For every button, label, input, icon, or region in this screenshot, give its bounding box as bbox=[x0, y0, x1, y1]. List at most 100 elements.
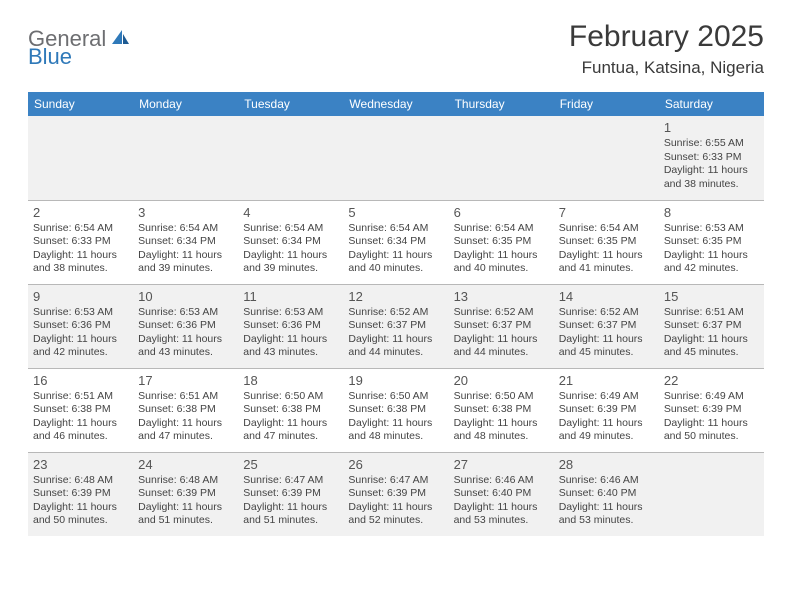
location-subtitle: Funtua, Katsina, Nigeria bbox=[569, 58, 764, 78]
daylight-text: Daylight: 11 hours and 39 minutes. bbox=[138, 249, 233, 276]
logo-text-blue: Blue bbox=[28, 44, 72, 69]
sunset-text: Sunset: 6:35 PM bbox=[559, 235, 654, 249]
daylight-text: Daylight: 11 hours and 53 minutes. bbox=[454, 501, 549, 528]
sunset-text: Sunset: 6:37 PM bbox=[559, 319, 654, 333]
daylight-text: Daylight: 11 hours and 42 minutes. bbox=[664, 249, 759, 276]
sunrise-text: Sunrise: 6:47 AM bbox=[243, 474, 338, 488]
sunrise-text: Sunrise: 6:46 AM bbox=[454, 474, 549, 488]
sunrise-text: Sunrise: 6:50 AM bbox=[348, 390, 443, 404]
sunset-text: Sunset: 6:37 PM bbox=[664, 319, 759, 333]
daylight-text: Daylight: 11 hours and 51 minutes. bbox=[243, 501, 338, 528]
calendar-day-cell: 23 Sunrise: 6:48 AMSunset: 6:39 PMDayligh… bbox=[28, 452, 133, 536]
calendar-day-cell: 4 Sunrise: 6:54 AMSunset: 6:34 PMDaylight… bbox=[238, 200, 343, 284]
sunrise-text: Sunrise: 6:51 AM bbox=[138, 390, 233, 404]
calendar-day-cell: 28Sunrise: 6:46 AMSunset: 6:40 PMDayligh… bbox=[554, 452, 659, 536]
sunrise-text: Sunrise: 6:55 AM bbox=[664, 137, 759, 151]
sunset-text: Sunset: 6:39 PM bbox=[33, 487, 128, 501]
day-number: 6 bbox=[454, 205, 549, 220]
sunrise-text: Sunrise: 6:50 AM bbox=[454, 390, 549, 404]
sunset-text: Sunset: 6:38 PM bbox=[243, 403, 338, 417]
daylight-text: Daylight: 11 hours and 48 minutes. bbox=[348, 417, 443, 444]
sunset-text: Sunset: 6:37 PM bbox=[348, 319, 443, 333]
day-number: 2 bbox=[33, 205, 128, 220]
day-number: 8 bbox=[664, 205, 759, 220]
daylight-text: Daylight: 11 hours and 44 minutes. bbox=[454, 333, 549, 360]
sunset-text: Sunset: 6:36 PM bbox=[33, 319, 128, 333]
sunset-text: Sunset: 6:39 PM bbox=[138, 487, 233, 501]
sunset-text: Sunset: 6:40 PM bbox=[559, 487, 654, 501]
sunrise-text: Sunrise: 6:54 AM bbox=[33, 222, 128, 236]
calendar-table: Sunday Monday Tuesday Wednesday Thursday… bbox=[28, 92, 764, 536]
sunrise-text: Sunrise: 6:47 AM bbox=[348, 474, 443, 488]
day-number: 23 bbox=[33, 457, 128, 472]
daylight-text: Daylight: 11 hours and 43 minutes. bbox=[243, 333, 338, 360]
calendar-day-cell: 5Sunrise: 6:54 AMSunset: 6:34 PMDaylight… bbox=[343, 200, 448, 284]
calendar-day-cell: 22Sunrise: 6:49 AMSunset: 6:39 PMDayligh… bbox=[659, 368, 764, 452]
daylight-text: Daylight: 11 hours and 39 minutes. bbox=[243, 249, 338, 276]
sunrise-text: Sunrise: 6:51 AM bbox=[33, 390, 128, 404]
sunset-text: Sunset: 6:36 PM bbox=[243, 319, 338, 333]
calendar-day-cell: 12Sunrise: 6:52 AMSunset: 6:37 PMDayligh… bbox=[343, 284, 448, 368]
day-number: 11 bbox=[243, 289, 338, 304]
daylight-text: Daylight: 11 hours and 50 minutes. bbox=[33, 501, 128, 528]
sunrise-text: Sunrise: 6:53 AM bbox=[243, 306, 338, 320]
calendar-page: General February 2025 Funtua, Katsina, N… bbox=[0, 0, 792, 556]
day-number: 27 bbox=[454, 457, 549, 472]
day-number: 20 bbox=[454, 373, 549, 388]
header: General February 2025 Funtua, Katsina, N… bbox=[28, 20, 764, 78]
calendar-day-cell: 7Sunrise: 6:54 AMSunset: 6:35 PMDaylight… bbox=[554, 200, 659, 284]
calendar-day-cell: 19Sunrise: 6:50 AMSunset: 6:38 PMDayligh… bbox=[343, 368, 448, 452]
col-thursday: Thursday bbox=[449, 92, 554, 116]
sunset-text: Sunset: 6:39 PM bbox=[348, 487, 443, 501]
calendar-day-cell: 16Sunrise: 6:51 AMSunset: 6:38 PMDayligh… bbox=[28, 368, 133, 452]
col-saturday: Saturday bbox=[659, 92, 764, 116]
sunrise-text: Sunrise: 6:53 AM bbox=[138, 306, 233, 320]
calendar-day-cell: 8Sunrise: 6:53 AMSunset: 6:35 PMDaylight… bbox=[659, 200, 764, 284]
day-number: 3 bbox=[138, 205, 233, 220]
daylight-text: Daylight: 11 hours and 47 minutes. bbox=[138, 417, 233, 444]
month-title: February 2025 bbox=[569, 20, 764, 54]
calendar-day-cell bbox=[343, 116, 448, 200]
sunrise-text: Sunrise: 6:52 AM bbox=[559, 306, 654, 320]
sunrise-text: Sunrise: 6:46 AM bbox=[559, 474, 654, 488]
day-number: 22 bbox=[664, 373, 759, 388]
calendar-day-cell bbox=[133, 116, 238, 200]
daylight-text: Daylight: 11 hours and 49 minutes. bbox=[559, 417, 654, 444]
sunset-text: Sunset: 6:39 PM bbox=[559, 403, 654, 417]
sunset-text: Sunset: 6:38 PM bbox=[454, 403, 549, 417]
daylight-text: Daylight: 11 hours and 51 minutes. bbox=[138, 501, 233, 528]
calendar-day-cell bbox=[238, 116, 343, 200]
calendar-day-cell: 9Sunrise: 6:53 AMSunset: 6:36 PMDaylight… bbox=[28, 284, 133, 368]
calendar-day-cell: 21Sunrise: 6:49 AMSunset: 6:39 PMDayligh… bbox=[554, 368, 659, 452]
sunset-text: Sunset: 6:39 PM bbox=[664, 403, 759, 417]
calendar-week-row: 9Sunrise: 6:53 AMSunset: 6:36 PMDaylight… bbox=[28, 284, 764, 368]
day-header-row: Sunday Monday Tuesday Wednesday Thursday… bbox=[28, 92, 764, 116]
sunrise-text: Sunrise: 6:54 AM bbox=[243, 222, 338, 236]
col-friday: Friday bbox=[554, 92, 659, 116]
day-number: 18 bbox=[243, 373, 338, 388]
sunset-text: Sunset: 6:40 PM bbox=[454, 487, 549, 501]
day-number: 13 bbox=[454, 289, 549, 304]
sunset-text: Sunset: 6:38 PM bbox=[348, 403, 443, 417]
sunrise-text: Sunrise: 6:49 AM bbox=[664, 390, 759, 404]
day-number: 10 bbox=[138, 289, 233, 304]
sunset-text: Sunset: 6:35 PM bbox=[454, 235, 549, 249]
daylight-text: Daylight: 11 hours and 52 minutes. bbox=[348, 501, 443, 528]
calendar-day-cell: 11 Sunrise: 6:53 AMSunset: 6:36 PMDayligh… bbox=[238, 284, 343, 368]
day-number: 16 bbox=[33, 373, 128, 388]
day-number: 15 bbox=[664, 289, 759, 304]
day-number: 4 bbox=[243, 205, 338, 220]
sunrise-text: Sunrise: 6:48 AM bbox=[33, 474, 128, 488]
calendar-day-cell: 25Sunrise: 6:47 AMSunset: 6:39 PMDayligh… bbox=[238, 452, 343, 536]
daylight-text: Daylight: 11 hours and 42 minutes. bbox=[33, 333, 128, 360]
sunset-text: Sunset: 6:34 PM bbox=[243, 235, 338, 249]
sunrise-text: Sunrise: 6:52 AM bbox=[348, 306, 443, 320]
daylight-text: Daylight: 11 hours and 44 minutes. bbox=[348, 333, 443, 360]
sunset-text: Sunset: 6:39 PM bbox=[243, 487, 338, 501]
sunset-text: Sunset: 6:34 PM bbox=[138, 235, 233, 249]
col-tuesday: Tuesday bbox=[238, 92, 343, 116]
sunrise-text: Sunrise: 6:51 AM bbox=[664, 306, 759, 320]
calendar-day-cell: 1Sunrise: 6:55 AMSunset: 6:33 PMDaylight… bbox=[659, 116, 764, 200]
day-number: 21 bbox=[559, 373, 654, 388]
day-number: 1 bbox=[664, 120, 759, 135]
